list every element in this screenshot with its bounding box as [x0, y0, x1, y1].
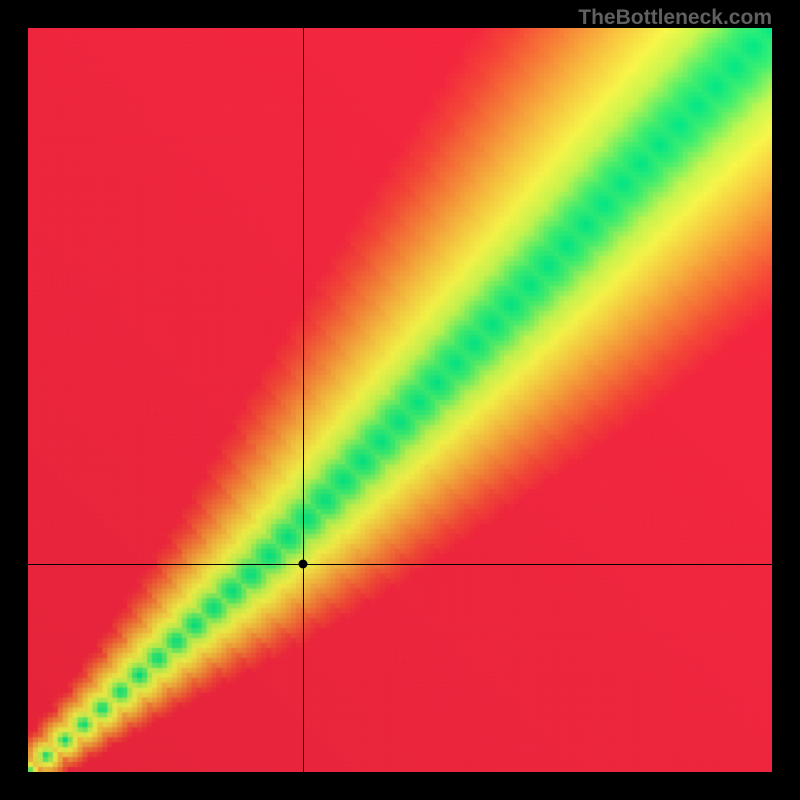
heatmap-canvas	[28, 28, 772, 772]
watermark-text: TheBottleneck.com	[578, 6, 772, 30]
crosshair-marker	[299, 559, 308, 568]
plot-area	[28, 28, 772, 772]
crosshair-horizontal	[28, 564, 772, 565]
crosshair-vertical	[303, 28, 304, 772]
